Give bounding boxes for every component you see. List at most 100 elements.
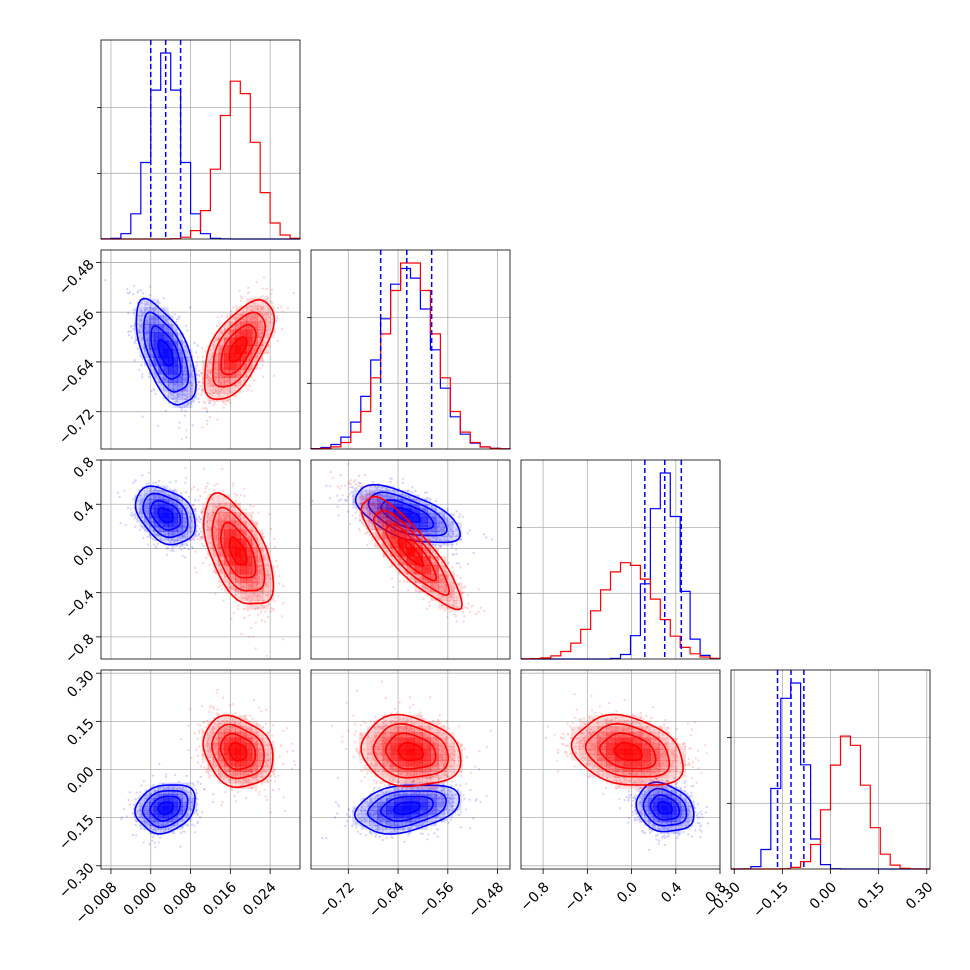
density-cell: [144, 508, 150, 514]
density-cell: [671, 813, 677, 819]
density-cell: [223, 512, 230, 522]
density-cell: [422, 732, 431, 739]
density-cell: [163, 786, 169, 791]
density-cell: [182, 794, 188, 799]
density-cell: [246, 529, 253, 539]
density-cell: [414, 754, 423, 761]
density-cell: [235, 313, 241, 323]
density-cell: [223, 726, 230, 733]
density-cell: [427, 531, 437, 537]
density-cell: [657, 825, 663, 830]
density-cell: [153, 825, 159, 830]
density-cell: [172, 526, 178, 532]
density-panel-1-3: [310, 669, 511, 870]
density-cell: [240, 732, 247, 739]
density-cell: [177, 374, 183, 383]
density-cell: [158, 786, 164, 791]
density-cell: [410, 508, 420, 514]
density-cell: [427, 540, 437, 546]
density-cell: [444, 522, 454, 528]
density-cell: [172, 503, 178, 509]
density-cell: [182, 349, 188, 358]
density-cell: [436, 782, 445, 787]
density-cell: [410, 531, 420, 537]
density-cell: [597, 732, 607, 739]
density-cell: [163, 513, 169, 518]
density-cell: [163, 315, 169, 325]
density-cell: [172, 786, 178, 791]
density-cell: [246, 573, 253, 584]
density-cell: [406, 760, 415, 767]
contour-line-0: [366, 790, 447, 829]
density-cell: [218, 494, 225, 504]
density-cell: [218, 565, 225, 575]
density-cell: [659, 726, 669, 733]
density-cell: [422, 749, 431, 755]
density-cell: [212, 361, 219, 370]
density-cell: [163, 813, 169, 819]
density-cell: [410, 813, 420, 819]
density-cell: [667, 821, 672, 826]
density-cell: [385, 813, 395, 819]
density-cell: [153, 806, 159, 811]
density-cell: [212, 369, 219, 378]
density-cell: [422, 565, 431, 575]
density-cell: [251, 547, 258, 557]
density-cell: [229, 377, 236, 386]
density-cell: [377, 817, 387, 823]
density-cell: [168, 817, 174, 823]
density-cell: [402, 821, 412, 826]
density-cell: [659, 782, 669, 789]
density-cell: [641, 720, 651, 727]
density-cell: [262, 556, 269, 566]
density-cell: [623, 715, 633, 722]
density-cell: [352, 821, 362, 826]
density-cell: [369, 503, 378, 509]
density-cell: [427, 802, 437, 807]
density-cell: [191, 531, 198, 537]
contour-line-0: [649, 794, 681, 821]
density-cell: [139, 332, 145, 342]
density-cell: [212, 385, 219, 394]
density-cell: [172, 513, 178, 518]
density-cell: [172, 365, 178, 375]
density-cell: [422, 556, 431, 566]
density-cell: [251, 297, 258, 307]
density-cell: [182, 522, 188, 528]
density-cell: [390, 777, 399, 784]
density-cell: [406, 556, 415, 566]
density-cell: [414, 766, 423, 772]
density-cell: [158, 494, 164, 500]
density-cell: [382, 715, 391, 722]
density-cell: [257, 313, 264, 323]
density-cell: [685, 794, 691, 799]
density-cell: [650, 749, 660, 755]
density-cell: [262, 547, 269, 557]
density-cell: [168, 790, 174, 795]
density-cell: [163, 349, 169, 358]
density-cell: [419, 531, 429, 537]
density-cell: [240, 329, 247, 338]
density-cell: [657, 798, 663, 803]
density-cell: [366, 494, 376, 504]
density-cell: [606, 732, 616, 739]
density-cell: [358, 732, 368, 739]
density-cell: [182, 817, 188, 823]
density-cell: [634, 802, 640, 807]
density-cell: [662, 825, 668, 830]
density-cell: [366, 743, 376, 750]
density-cell: [262, 337, 269, 346]
density-cell: [139, 802, 145, 807]
density-cell: [163, 517, 169, 523]
density-cell: [382, 732, 391, 739]
density-cell: [163, 307, 169, 317]
density-cell: [390, 556, 399, 566]
density-cell: [632, 732, 642, 739]
density-cell: [187, 513, 193, 518]
density-cell: [579, 749, 589, 755]
density-cell: [632, 737, 642, 744]
density-cell: [680, 825, 686, 830]
density-cell: [641, 760, 651, 767]
density-cell: [235, 538, 241, 548]
density-cell: [134, 810, 140, 815]
